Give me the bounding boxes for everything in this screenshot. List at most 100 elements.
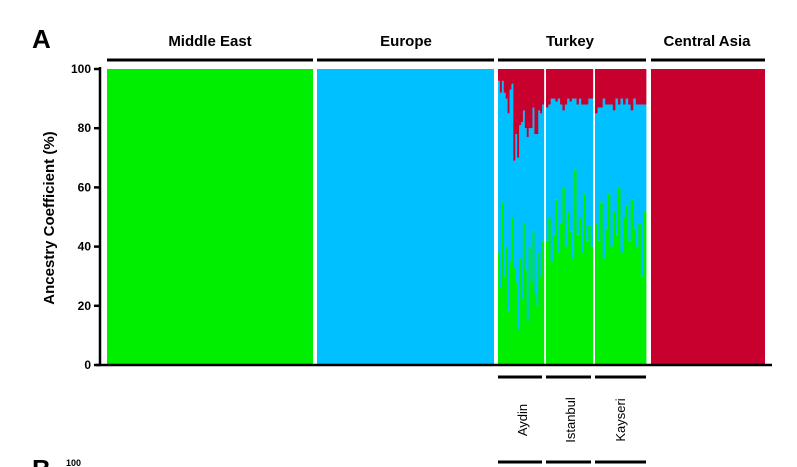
bar-segment xyxy=(542,104,545,241)
subgroup-label-istanbul: Istanbul xyxy=(563,397,578,443)
bar-segment xyxy=(562,187,566,365)
bar-segment xyxy=(564,69,568,105)
individual-bar-aydin xyxy=(536,69,539,365)
bar-segment xyxy=(623,69,626,105)
bar-segment xyxy=(503,276,507,365)
bar-segment xyxy=(595,113,598,223)
individual-bar-istanbul xyxy=(546,69,549,365)
bar-segment xyxy=(536,305,539,365)
bar-segment xyxy=(511,69,514,84)
bar-segment xyxy=(628,69,632,105)
bar-segment xyxy=(519,69,522,126)
bar-segment xyxy=(625,98,629,206)
individual-bar-kayseri xyxy=(643,69,647,365)
bar-segment xyxy=(534,293,537,365)
bar-segment xyxy=(534,69,537,135)
bar-segment xyxy=(517,69,520,158)
bar-segment xyxy=(602,98,606,259)
individual-bar-istanbul xyxy=(569,69,573,365)
individual-bar-kayseri xyxy=(620,69,624,365)
bar-segment xyxy=(524,69,528,129)
bar-segment xyxy=(588,98,592,226)
bar-middle-east xyxy=(107,69,313,365)
bar-segment xyxy=(538,110,541,253)
individual-bar-kayseri xyxy=(600,69,604,365)
bar-segment xyxy=(550,261,554,365)
bar-segment xyxy=(517,157,520,330)
bar-segment xyxy=(524,270,528,365)
bar-segment xyxy=(548,104,552,217)
bar-segment xyxy=(515,134,518,283)
bar-segment xyxy=(581,252,584,365)
individual-bar-aydin xyxy=(513,69,516,365)
bar-segment xyxy=(590,98,594,247)
bar-segment xyxy=(590,246,594,365)
bar-segment xyxy=(623,104,626,217)
y-tick-label: 40 xyxy=(78,240,92,254)
bar-segment xyxy=(526,137,530,321)
individual-bar-istanbul xyxy=(576,69,580,365)
bar-segment xyxy=(615,69,619,99)
bar-segment xyxy=(521,69,524,123)
bar-segment xyxy=(507,113,510,312)
y-tick-label: 100 xyxy=(71,62,91,76)
bar-segment xyxy=(640,104,644,277)
individual-bar-kayseri xyxy=(638,69,642,365)
bar-segment xyxy=(607,193,611,365)
individual-bar-aydin xyxy=(522,69,526,365)
bar-segment xyxy=(546,69,549,108)
bar-segment xyxy=(590,69,594,99)
bar-segment xyxy=(515,282,518,365)
individual-bar-istanbul xyxy=(555,69,559,365)
bar-segment xyxy=(560,104,563,223)
y-tick-label: 60 xyxy=(78,180,92,194)
bar-segment xyxy=(569,101,573,232)
bar-segment xyxy=(522,110,526,223)
bar-segment xyxy=(548,69,552,105)
individual-bar-istanbul xyxy=(550,69,554,365)
bar-segment xyxy=(585,69,589,105)
bar-segment xyxy=(317,69,494,365)
bar-segment xyxy=(600,107,604,203)
bar-segment xyxy=(530,128,533,283)
bar-europe xyxy=(317,69,494,365)
bar-segment xyxy=(532,231,535,365)
bar-segment xyxy=(597,107,601,241)
individual-bar-istanbul xyxy=(578,69,582,365)
bar-segment xyxy=(643,104,647,212)
bar-segment xyxy=(542,69,545,105)
bar-segment xyxy=(600,202,604,365)
bar-segment xyxy=(583,69,587,105)
bar-segment xyxy=(581,104,584,253)
individual-bar-kayseri xyxy=(635,69,639,365)
bar-segment xyxy=(538,69,541,111)
bar-segment xyxy=(509,69,512,90)
individual-bar-istanbul xyxy=(590,69,594,365)
bar-segment xyxy=(560,222,563,365)
bar-segment xyxy=(620,69,624,99)
bar-segment xyxy=(505,69,508,99)
individual-bar-istanbul xyxy=(581,69,584,365)
individual-bar-kayseri xyxy=(610,69,614,365)
bar-segment xyxy=(569,69,573,102)
individual-bar-kayseri xyxy=(615,69,619,365)
bar-segment xyxy=(528,128,531,247)
bar-segment xyxy=(498,80,501,253)
bar-segment xyxy=(578,98,582,217)
group-label-central-asia: Central Asia xyxy=(664,33,752,50)
bar-segment xyxy=(567,211,570,365)
bar-segment xyxy=(521,122,524,300)
bar-segment xyxy=(534,134,537,294)
bar-segment xyxy=(610,246,614,365)
bar-segment xyxy=(600,69,604,108)
individual-bar-aydin xyxy=(530,69,533,365)
bar-segment xyxy=(505,246,508,365)
bar-segment xyxy=(511,217,514,365)
bar-segment xyxy=(555,101,559,200)
bar-segment xyxy=(638,69,642,105)
bar-segment xyxy=(513,69,516,161)
bar-segment xyxy=(581,69,584,105)
bar-segment xyxy=(630,69,634,111)
group-headers: Middle East Europe Turkey Central Asia xyxy=(107,33,765,62)
bar-segment xyxy=(576,69,580,105)
